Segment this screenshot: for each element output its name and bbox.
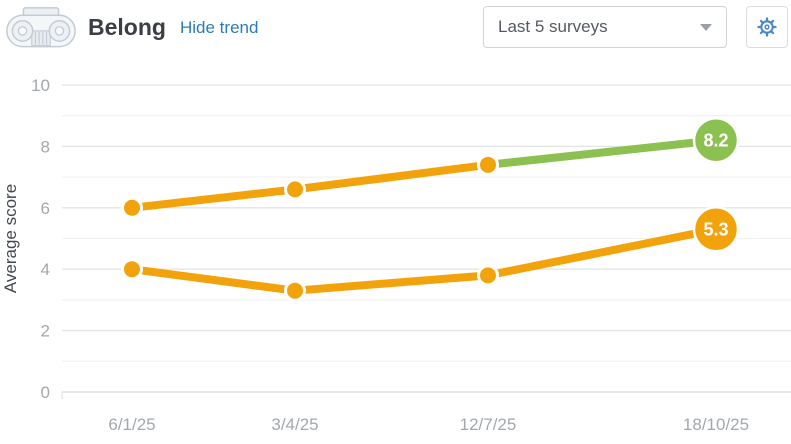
series-segment [484,225,720,280]
data-point-marker [121,258,143,281]
column-capital-icon [6,7,76,48]
data-point-marker [121,196,143,219]
data-point-marker [284,178,306,201]
hide-trend-link[interactable]: Hide trend [180,18,259,37]
y-tick-label: 6 [41,199,50,218]
score-badge-value: 8.2 [703,130,728,150]
x-tick-label: 3/4/25 [271,415,318,434]
data-point-marker [477,264,499,287]
trend-segment [484,136,720,169]
widget-header: Belong Hide trend Last 5 surveys [0,0,791,58]
y-tick-label: 4 [41,260,50,279]
y-tick-label: 2 [41,322,50,341]
y-tick-label: 0 [41,383,50,402]
series-segment [291,160,492,194]
chevron-down-icon [700,23,712,31]
y-tick-label: 10 [31,76,50,95]
settings-button[interactable] [746,6,788,48]
survey-range-select[interactable]: Last 5 surveys [483,6,727,48]
series-segment [128,185,299,212]
gear-icon [757,17,777,37]
x-tick-label: 12/7/25 [460,415,517,434]
series-segment [128,265,299,295]
survey-range-value: Last 5 surveys [498,17,608,36]
series-segment [291,271,492,295]
score-badge-value: 5.3 [703,219,728,239]
y-axis-title: Average score [1,184,20,293]
data-point-marker [284,279,306,302]
x-tick-label: 18/10/25 [683,415,749,434]
widget-title: Belong [88,14,166,40]
score-badge [692,206,740,253]
data-point-marker [477,153,499,176]
x-tick-label: 6/1/25 [108,415,155,434]
score-badge [692,117,740,164]
y-tick-label: 8 [41,137,50,156]
